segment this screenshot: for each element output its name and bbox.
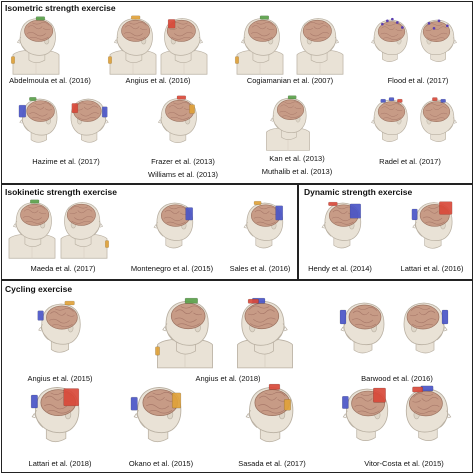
caption-angius-2016: Angius et al. (2016) bbox=[125, 76, 191, 85]
head-barwood-2016-a bbox=[339, 302, 385, 354]
caption-maeda-2017: Maeda et al. (2017) bbox=[30, 264, 96, 273]
head-hazime-2017-a bbox=[18, 97, 58, 143]
head-barwood-2016-b bbox=[403, 302, 449, 354]
caption-radel-2017: Radel et al. (2017) bbox=[379, 157, 441, 166]
head-cogiamanian-2007-a bbox=[234, 15, 284, 75]
caption-sales-2016: Sales et al. (2016) bbox=[229, 264, 291, 273]
caption-barwood-2016: Barwood et al. (2016) bbox=[361, 374, 433, 383]
caption-abdelmoula-2016: Abdelmoula et al. (2016) bbox=[9, 76, 91, 85]
caption-cogiamanian-2007: Cogiamanian et al. (2007) bbox=[246, 76, 334, 85]
caption-vitor-costa-2015: Vitor-Costa et al. (2015) bbox=[364, 459, 444, 468]
head-kan-2013 bbox=[266, 95, 310, 151]
head-flood-2017-a bbox=[371, 17, 408, 62]
head-maeda-2017-a bbox=[8, 199, 56, 259]
head-angius-2018-a bbox=[155, 297, 213, 369]
caption-hendy-2014: Hendy et al. (2014) bbox=[308, 264, 372, 273]
head-angius-2016-b bbox=[160, 18, 208, 75]
cycling-title: Cycling exercise bbox=[5, 284, 73, 294]
head-lattari-2018 bbox=[30, 386, 80, 443]
cycling-panel bbox=[1, 280, 473, 473]
head-vitor-costa-2015-b bbox=[405, 385, 452, 442]
caption-angius-2015: Angius et al. (2015) bbox=[27, 374, 93, 383]
isometric-title: Isometric strength exercise bbox=[5, 3, 116, 13]
head-sasada-2017 bbox=[245, 383, 294, 443]
head-abdelmoula-2016 bbox=[10, 16, 60, 75]
head-flood-2017-b bbox=[420, 19, 457, 62]
caption-sasada-2017: Sasada et al. (2017) bbox=[238, 459, 306, 468]
isokinetic-title: Isokinetic strength exercise bbox=[5, 187, 117, 197]
head-radel-2017-a bbox=[371, 97, 408, 142]
caption-lattari-2016: Lattari et al. (2016) bbox=[400, 264, 464, 273]
head-lattari-2016 bbox=[411, 201, 453, 249]
caption-kan-2013: Kan et al. (2013) bbox=[269, 154, 325, 163]
caption-frazer-2013: Frazer et al. (2013) bbox=[151, 157, 215, 166]
caption-montenegro-2015: Montenegro et al. (2015) bbox=[130, 264, 214, 273]
caption-okano-2015: Okano et al. (2015) bbox=[128, 459, 194, 468]
dynamic-title: Dynamic strength exercise bbox=[304, 187, 413, 197]
caption-hazime-2017: Hazime et al. (2017) bbox=[32, 157, 100, 166]
head-sales-2016 bbox=[243, 200, 284, 249]
isokinetic-panel bbox=[1, 184, 298, 280]
caption-angius-2018: Angius et al. (2018) bbox=[195, 374, 261, 383]
head-okano-2015 bbox=[130, 386, 182, 443]
head-montenegro-2015 bbox=[153, 202, 194, 249]
head-cogiamanian-2007-b bbox=[296, 18, 344, 75]
head-radel-2017-b bbox=[420, 97, 457, 142]
head-vitor-costa-2015-a bbox=[342, 387, 389, 442]
head-frazer-2013 bbox=[157, 95, 197, 144]
head-angius-2016-a bbox=[107, 15, 157, 75]
caption-flood-2017: Flood et al. (2017) bbox=[387, 76, 449, 85]
head-hazime-2017-b bbox=[70, 98, 109, 143]
head-hendy-2014 bbox=[321, 201, 362, 249]
caption-muthalib-2013: Muthalib et al. (2013) bbox=[261, 167, 333, 176]
caption-williams-2013: Williams et al. (2013) bbox=[147, 170, 219, 179]
head-maeda-2017-b bbox=[60, 202, 110, 259]
caption-lattari-2018: Lattari et al. (2018) bbox=[28, 459, 92, 468]
head-angius-2015 bbox=[37, 300, 81, 353]
head-angius-2018-b bbox=[237, 297, 293, 369]
